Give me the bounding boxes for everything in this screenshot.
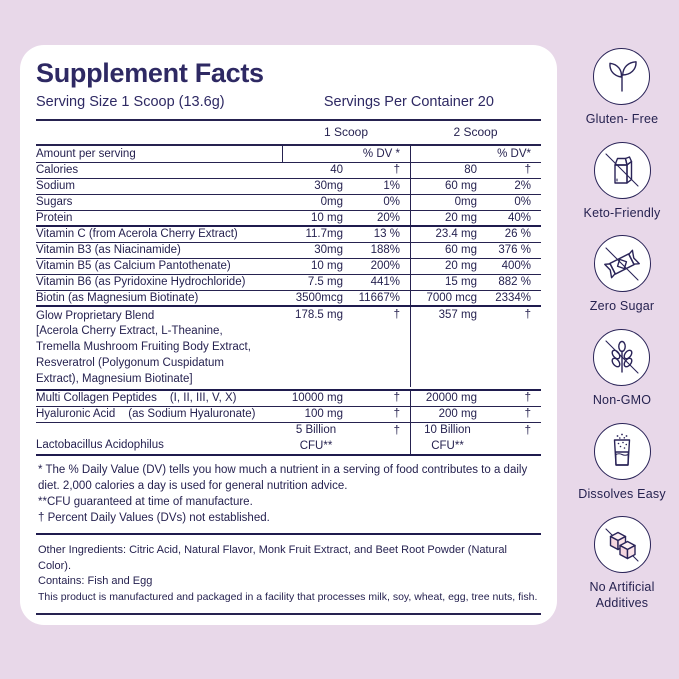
serving-size: Serving Size 1 Scoop (13.6g): [36, 94, 225, 110]
milk-carton-crossed-icon: [605, 153, 639, 187]
table-row-sugars: Sugars 0mg 0% 0mg 0%: [36, 195, 541, 211]
supplement-facts-panel: Supplement Facts Serving Size 1 Scoop (1…: [20, 45, 557, 625]
badge-zero-sugar: Zero Sugar: [590, 235, 655, 315]
badge-dissolves-easy: Dissolves Easy: [578, 422, 666, 503]
facility-warning-text: This product is manufactured and package…: [38, 590, 538, 603]
scoop-header-spacer: [36, 121, 282, 144]
sugar-cubes-crossed-icon: [605, 528, 639, 562]
dissolving-glass-icon: [613, 433, 631, 466]
table-row-biotin: Biotin (as Magnesium Biotinate) 3500mcg …: [36, 291, 541, 307]
badge-label: Dissolves Easy: [578, 486, 666, 501]
amount-header-row: Amount per serving % DV * % DV*: [36, 146, 541, 163]
footnote-cfu: **CFU guaranteed at time of manufacture.: [38, 496, 253, 509]
footnote-dv-not-established: † Percent Daily Values (DVs) not establi…: [38, 512, 270, 525]
badge-no-artificial-additives: No Artificial Additives: [569, 516, 675, 611]
blend-name: Glow Proprietary Blend: [36, 309, 155, 322]
table-row-vitamin-b5: Vitamin B5 (as Calcium Pantothenate) 10 …: [36, 259, 541, 275]
table-row-proprietary-blend: Glow Proprietary Blend [Acerola Cherry E…: [36, 307, 541, 392]
feature-badge-column: Gluten- Free Keto-Friendly: [569, 48, 675, 625]
badge-label: No Artificial Additives: [589, 580, 655, 610]
badge-gluten-free: Gluten- Free: [586, 48, 659, 128]
column-header-1-scoop: 1 Scoop: [323, 125, 369, 139]
contains-text: Contains: Fish and Egg: [38, 575, 153, 588]
badge-keto-friendly: Keto-Friendly: [583, 141, 661, 222]
table-row-vitamin-b3: Vitamin B3 (as Niacinamide) 30mg 188% 60…: [36, 243, 541, 259]
badge-label: Zero Sugar: [589, 299, 655, 314]
badge-label: Gluten- Free: [585, 112, 659, 126]
table-row-calories: Calories 40 † 80 †: [36, 163, 541, 179]
amount-per-serving-header: Amount per serving: [36, 147, 136, 160]
panel-title: Supplement Facts: [36, 58, 264, 88]
table-row-vitamin-c: Vitamin C (from Acerola Cherry Extract) …: [36, 227, 541, 243]
dv-header-1: % DV *: [282, 146, 410, 162]
table-row-protein: Protein 10 mg 20% 20 mg 40%: [36, 211, 541, 227]
dv-header-2: % DV*: [410, 146, 541, 162]
sprout-icon: [609, 60, 637, 92]
table-row-hyaluronic-acid: Hyaluronic Acid (as Sodium Hyaluronate) …: [36, 407, 541, 424]
column-header-2-scoop: 2 Scoop: [453, 125, 498, 139]
table-row-lactobacillus: Lactobacillus Acidophilus 5 Billion CFU*…: [36, 423, 541, 457]
other-ingredients-text: Other Ingredients: Citric Acid, Natural …: [38, 544, 507, 572]
footnotes-section: * The % Daily Value (DV) tells you how m…: [36, 456, 541, 536]
scoop-header-row: 1 Scoop 2 Scoop: [36, 121, 541, 146]
wheat-crossed-icon: [605, 340, 639, 374]
other-ingredients-section: Other Ingredients: Citric Acid, Natural …: [36, 535, 541, 616]
table-row-vitamin-b6: Vitamin B6 (as Pyridoxine Hydrochloride)…: [36, 275, 541, 291]
serving-info-row: Serving Size 1 Scoop (13.6g) Servings Pe…: [36, 94, 541, 121]
table-row-collagen: Multi Collagen Peptides (I, II, III, V, …: [36, 391, 541, 408]
badge-label: Keto-Friendly: [583, 205, 661, 220]
table-row-sodium: Sodium 30mg 1% 60 mg 2%: [36, 179, 541, 195]
candy-crossed-icon: [604, 247, 640, 281]
footnote-daily-value: * The % Daily Value (DV) tells you how m…: [38, 464, 528, 493]
badge-label: Non-GMO: [592, 392, 652, 407]
servings-per-container: Servings Per Container 20: [323, 94, 494, 110]
badge-non-gmo: Non-GMO: [592, 328, 652, 409]
